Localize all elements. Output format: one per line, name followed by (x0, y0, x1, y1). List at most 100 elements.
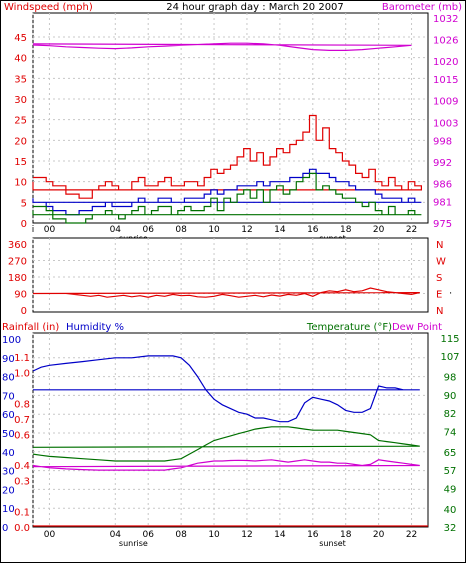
temperature-tick-label: 115 (440, 334, 459, 345)
panel-humidity-x-tick-label: 10 (208, 530, 220, 540)
compass-label: E (436, 290, 442, 301)
windspeed-tick-label: 30 (14, 95, 27, 106)
panel-wind-x-tick-label: 16 (307, 225, 319, 235)
temperature-tick-label: 90 (444, 391, 457, 402)
humidity-tick-label: 80 (2, 373, 15, 384)
barometer-tick-label: 986 (433, 179, 452, 190)
wind-gust-line (32, 114, 422, 199)
barometer-tick-label: 1015 (433, 75, 458, 86)
direction-tick-label: 90 (14, 290, 27, 301)
temperature-tick-label: 82 (444, 409, 457, 420)
panel-wind-x-tick-label: 12 (241, 225, 252, 235)
panel-wind-x-tick-label: 20 (373, 225, 385, 235)
windspeed-tick-label: 40 (14, 54, 27, 65)
panel-direction-frame (32, 237, 429, 313)
panel-wind-x-tick-label: 04 (110, 225, 122, 235)
panel-wind-x-tick-label: 00 (44, 225, 56, 235)
direction-tick-label: 0 (21, 306, 27, 317)
rainfall-tick-label: 1.1 (14, 353, 30, 364)
panel-humidity-x-tick-label: 12 (241, 530, 252, 540)
panel-humidity-x-tick-label: 16 (307, 530, 319, 540)
humidity-tick-label: 40 (2, 448, 15, 459)
panel-humidity-x-tick-label: 20 (373, 530, 385, 540)
windspeed-tick-label: 0 (21, 219, 27, 230)
temperature-axis-label: Temperature (°F) (306, 322, 392, 333)
direction-tick-label: 180 (8, 273, 27, 284)
temperature-line (32, 426, 420, 462)
compass-label: S (436, 273, 442, 284)
panel-wind-x-tick-label: 18 (340, 225, 352, 235)
humidity-tick-label: 20 (2, 485, 15, 496)
rainfall-tick-label: 0.6 (14, 430, 30, 441)
barometer-tick-label: 975 (433, 219, 452, 230)
barometer-axis-label: Barometer (mb) (382, 2, 462, 13)
panel-wind-x-tick-label: 14 (274, 225, 286, 235)
direction-tick-label: 360 (8, 240, 27, 251)
rainfall-tick-label: 0.0 (14, 523, 30, 534)
humidity-tick-label: 30 (2, 467, 15, 478)
humidity-tick-label: 70 (2, 391, 15, 402)
humidity-tick-label: 90 (2, 354, 15, 365)
windspeed-axis-label: Windspeed (mph) (4, 2, 93, 13)
barometer-tick-label: 1020 (433, 57, 458, 68)
windspeed-tick-label: 20 (14, 136, 27, 147)
barometer-tick-label: 1009 (433, 97, 458, 108)
humidity-tick-label: 60 (2, 410, 15, 421)
panel-humidity-x-tick-label: 14 (274, 530, 286, 540)
temperature-tick-label: 107 (440, 352, 459, 363)
rainfall-tick-label: 1.0 (14, 368, 30, 379)
windspeed-tick-label: 10 (14, 178, 27, 189)
temperature-tick-label: 32 (444, 523, 457, 534)
humidity-tick-label: 10 (2, 504, 15, 515)
temperature-tick-label: 65 (444, 448, 457, 459)
panel-humidity-frame (32, 332, 429, 528)
panel-humidity-x-tick-label: 18 (340, 530, 352, 540)
rainfall-tick-label: 0.1 (14, 508, 30, 519)
panel-humidity-x-tick-label: 06 (142, 530, 154, 540)
temperature-tick-label: 49 (444, 484, 457, 495)
temperature-tick-label: 57 (444, 466, 457, 477)
wind-average-line (32, 168, 422, 216)
humidity-tick-label: 50 (2, 429, 15, 440)
barometer-line (32, 42, 412, 51)
windspeed-tick-label: 35 (14, 74, 27, 85)
compass-dot: . (449, 286, 452, 297)
sunset-label-bottom: sunset (319, 539, 346, 548)
chart-title: 24 hour graph day : March 20 2007 (166, 2, 344, 13)
humidity-tick-label: 0 (2, 523, 8, 534)
windspeed-tick-label: 15 (14, 157, 27, 168)
dewpoint-line (32, 459, 420, 471)
rainfall-tick-label: 0.8 (14, 399, 30, 410)
rainfall-tick-label: 0.3 (14, 477, 30, 488)
humidity-axis-label: Humidity % (66, 322, 124, 333)
humidity-tick-label: 100 (2, 335, 21, 346)
barometer-tick-label: 1003 (433, 118, 458, 129)
windspeed-tick-label: 25 (14, 116, 27, 127)
rainfall-tick-label: 0.4 (14, 461, 30, 472)
rainfall-axis-label: Rainfall (in) (2, 322, 59, 333)
barometer-tick-label: 992 (433, 158, 452, 169)
windspeed-tick-label: 5 (21, 198, 27, 209)
barometer-tick-label: 1032 (433, 14, 458, 25)
wind-direction-line (32, 287, 420, 298)
compass-label: N (436, 240, 443, 251)
panel-wind-x-tick-label: i (32, 225, 35, 235)
panel-humidity-x-tick-label: 22 (406, 530, 417, 540)
compass-label: W (436, 257, 446, 268)
direction-tick-label: 270 (8, 257, 27, 268)
panel-humidity-x-tick-label: 04 (110, 530, 122, 540)
temperature-tick-label: 40 (444, 505, 457, 516)
barometer-tick-label: 998 (433, 136, 452, 147)
humidity-line (32, 355, 420, 423)
panel-wind-x-tick-label: 08 (175, 225, 187, 235)
dewpoint-axis-label: Dew Point (392, 322, 442, 333)
compass-label: N (436, 306, 443, 317)
barometer-tick-label: 1026 (433, 36, 458, 47)
sunrise-label-bottom: sunrise (119, 539, 148, 548)
barometer-tick-label: 981 (433, 197, 452, 208)
panel-wind-x-tick-label: 22 (406, 225, 417, 235)
temperature-tick-label: 74 (444, 427, 457, 438)
panel-humidity-x-tick-label: 08 (175, 530, 187, 540)
